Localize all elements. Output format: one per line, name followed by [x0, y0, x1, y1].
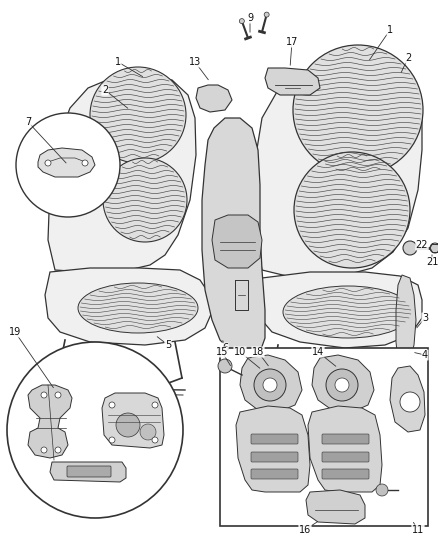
FancyBboxPatch shape — [251, 469, 297, 479]
Ellipse shape — [78, 283, 198, 333]
Circle shape — [264, 12, 268, 17]
Polygon shape — [258, 272, 421, 348]
Polygon shape — [38, 148, 95, 177]
Circle shape — [140, 424, 155, 440]
Circle shape — [254, 369, 285, 401]
Text: 14: 14 — [311, 347, 323, 357]
Circle shape — [325, 369, 357, 401]
Text: 13: 13 — [188, 57, 201, 67]
Circle shape — [41, 392, 47, 398]
Circle shape — [16, 113, 120, 217]
Circle shape — [109, 402, 115, 408]
Polygon shape — [28, 385, 72, 458]
Circle shape — [292, 45, 422, 175]
Text: 9: 9 — [246, 13, 252, 23]
Circle shape — [218, 359, 231, 373]
Circle shape — [334, 378, 348, 392]
Circle shape — [239, 19, 244, 23]
FancyBboxPatch shape — [67, 466, 111, 477]
Text: 4: 4 — [421, 350, 427, 360]
Ellipse shape — [283, 286, 412, 338]
Polygon shape — [389, 366, 424, 432]
Text: 2: 2 — [102, 85, 108, 95]
Circle shape — [293, 152, 409, 268]
Polygon shape — [102, 393, 164, 448]
Polygon shape — [45, 268, 212, 345]
Text: 22: 22 — [415, 240, 427, 250]
Circle shape — [45, 160, 51, 166]
Circle shape — [375, 484, 387, 496]
Text: 16: 16 — [298, 525, 311, 533]
Circle shape — [55, 447, 61, 453]
Polygon shape — [240, 355, 301, 412]
FancyBboxPatch shape — [321, 434, 368, 444]
Polygon shape — [236, 406, 309, 492]
Text: 1: 1 — [115, 57, 121, 67]
Text: 5: 5 — [165, 340, 171, 350]
Text: 17: 17 — [285, 37, 297, 47]
Text: 15: 15 — [215, 347, 228, 357]
Text: 3: 3 — [421, 313, 427, 323]
Text: 19: 19 — [9, 327, 21, 337]
Circle shape — [429, 243, 438, 253]
Circle shape — [399, 392, 419, 412]
Polygon shape — [212, 215, 261, 268]
Polygon shape — [395, 275, 415, 365]
FancyBboxPatch shape — [251, 434, 297, 444]
Circle shape — [116, 413, 140, 437]
FancyBboxPatch shape — [321, 469, 368, 479]
Polygon shape — [307, 406, 381, 492]
Circle shape — [103, 158, 187, 242]
Text: 21: 21 — [425, 257, 437, 267]
Circle shape — [152, 437, 158, 443]
Polygon shape — [201, 118, 265, 355]
Bar — [219, 348, 427, 526]
Circle shape — [41, 447, 47, 453]
Polygon shape — [254, 62, 421, 278]
Polygon shape — [48, 75, 195, 272]
Circle shape — [152, 402, 158, 408]
Polygon shape — [265, 68, 319, 95]
Circle shape — [90, 67, 186, 163]
Circle shape — [82, 160, 88, 166]
Polygon shape — [50, 462, 126, 482]
FancyBboxPatch shape — [321, 452, 368, 462]
Circle shape — [7, 342, 183, 518]
Text: 18: 18 — [251, 347, 264, 357]
Text: 11: 11 — [411, 525, 423, 533]
Polygon shape — [311, 355, 373, 412]
Polygon shape — [305, 490, 364, 524]
Text: 10: 10 — [233, 347, 246, 357]
Text: 1: 1 — [386, 25, 392, 35]
Text: 7: 7 — [25, 117, 31, 127]
FancyBboxPatch shape — [251, 452, 297, 462]
Circle shape — [262, 378, 276, 392]
Text: 6: 6 — [222, 343, 228, 353]
Polygon shape — [195, 85, 231, 112]
Circle shape — [109, 437, 115, 443]
Text: 2: 2 — [404, 53, 410, 63]
Circle shape — [55, 392, 61, 398]
Circle shape — [402, 241, 416, 255]
